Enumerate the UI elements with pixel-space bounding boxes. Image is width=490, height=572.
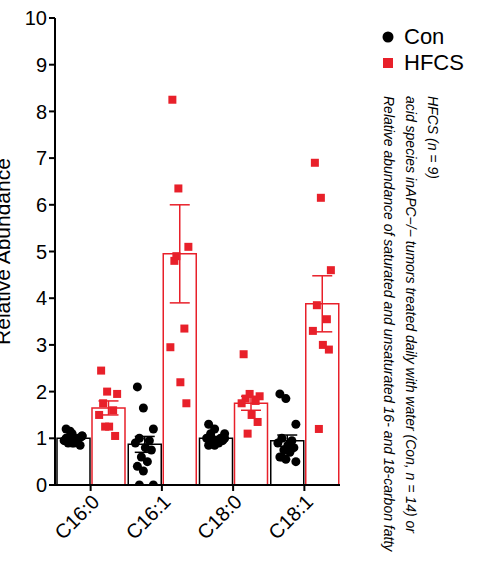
- svg-text:4: 4: [36, 287, 47, 309]
- svg-text:C18:0: C18:0: [193, 490, 246, 543]
- svg-text:7: 7: [36, 147, 47, 169]
- svg-text:1: 1: [36, 427, 47, 449]
- html-text:Relative abundance of saturate: Relative abundance of saturated and unsa…: [381, 96, 441, 552]
- svg-text:8: 8: [36, 101, 47, 123]
- svg-text:6: 6: [36, 194, 47, 216]
- svg-text:10: 10: [25, 7, 47, 29]
- svg-text:Relative Abundance: Relative Abundance: [8, 158, 14, 345]
- svg-text:3: 3: [36, 334, 47, 356]
- html-text:HFCS: HFCS: [404, 50, 464, 75]
- svg-text:2: 2: [36, 381, 47, 403]
- svg-text:C16:1: C16:1: [121, 490, 174, 543]
- svg-text:9: 9: [36, 54, 47, 76]
- svg-text:C18:1: C18:1: [264, 490, 317, 543]
- svg-text:5: 5: [36, 241, 47, 263]
- svg-text:0: 0: [36, 474, 47, 496]
- svg-text:C16:0: C16:0: [50, 490, 103, 543]
- html-text:Con: Con: [404, 24, 445, 49]
